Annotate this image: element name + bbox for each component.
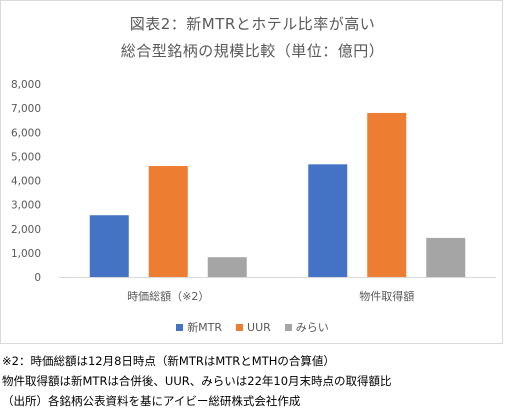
y-tick-label: 3,000 bbox=[11, 200, 41, 212]
chart-title: 図表2：新MTRとホテル比率が高い bbox=[129, 15, 376, 33]
legend-swatch bbox=[284, 323, 292, 331]
note-market-cap: ※2：時価総額は12月8日時点（新MTRはMTRとMTHの合算値） bbox=[2, 354, 335, 368]
legend-item: 新MTR bbox=[176, 319, 222, 335]
chart-legend: 新MTR UUR みらい bbox=[1, 319, 504, 335]
notes: ※2：時価総額は12月8日時点（新MTRはMTRとMTHの合算値） 物件取得額は… bbox=[2, 351, 392, 411]
note-acquisition: 物件取得額は新MTRは合併後、UUR、みらいは22年10月末時点の取得額比 bbox=[2, 374, 392, 388]
bar-3-2 bbox=[426, 237, 466, 277]
y-tick-label: 0 bbox=[34, 272, 41, 284]
legend-label: みらい bbox=[295, 321, 329, 334]
bar-3-1 bbox=[207, 257, 247, 277]
y-tick-label: 6,000 bbox=[11, 127, 41, 139]
y-tick-label: 2,000 bbox=[11, 224, 41, 236]
legend-item: UUR bbox=[236, 319, 271, 335]
x-tick-label: 時価総額（※2） bbox=[127, 289, 209, 303]
chart-panel: 図表2：新MTRとホテル比率が高い 総合型銘柄の規模比較（単位：億円） 0 1,0… bbox=[0, 0, 503, 344]
y-tick-label: 4,000 bbox=[11, 176, 41, 188]
bar-1-1 bbox=[89, 215, 129, 277]
bar-2-2 bbox=[367, 112, 407, 277]
legend-swatch bbox=[176, 323, 184, 331]
legend-label: UUR bbox=[247, 320, 271, 334]
y-tick-label: 1,000 bbox=[11, 248, 41, 260]
bar-1-2 bbox=[308, 164, 348, 277]
y-tick-label: 5,000 bbox=[11, 151, 41, 163]
bar-chart: 0 1,000 2,000 3,000 4,000 5,000 6,000 7,000 8,00… bbox=[11, 79, 496, 303]
legend-swatch bbox=[236, 323, 244, 331]
y-tick-label: 7,000 bbox=[11, 103, 41, 115]
y-tick-label: 8,000 bbox=[11, 79, 41, 91]
legend-item: みらい bbox=[284, 319, 329, 335]
chart-subtitle: 総合型銘柄の規模比較（単位：億円） bbox=[120, 42, 385, 60]
note-source: （出所）各銘柄公表資料を基にアイビー総研株式会社作成 bbox=[2, 394, 301, 408]
bar-2-1 bbox=[148, 166, 188, 277]
legend-label: 新MTR bbox=[187, 321, 223, 334]
x-tick-label: 物件取得額 bbox=[359, 289, 414, 303]
